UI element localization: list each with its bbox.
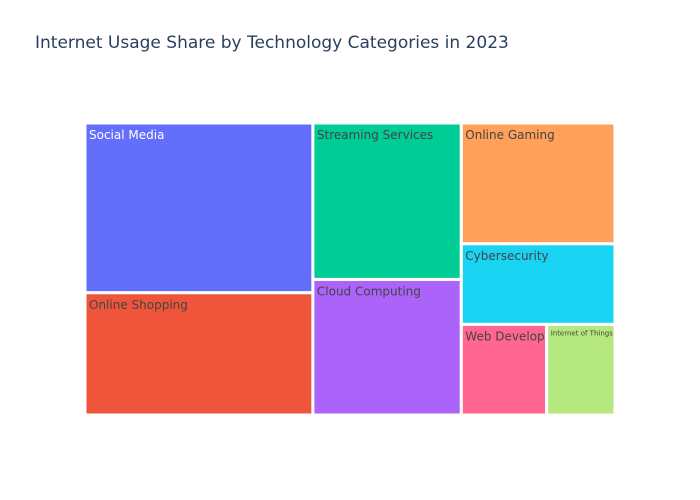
tile-label-social-media: Social Media: [89, 128, 164, 142]
tile-online-gaming[interactable]: Online Gaming: [459, 121, 617, 246]
tile-label-cloud-computing: Cloud Computing: [317, 284, 421, 298]
tile-social-media[interactable]: Social Media: [83, 121, 315, 295]
tile-rect-cybersecurity[interactable]: [459, 242, 617, 326]
tile-online-shopping[interactable]: Online Shopping: [83, 291, 315, 417]
tile-label-cybersecurity: Cybersecurity: [465, 249, 548, 263]
tile-internet-of-things[interactable]: Internet of Things: [545, 322, 617, 417]
tile-label-internet-of-things: Internet of Things: [551, 329, 614, 337]
tile-rect-social-media[interactable]: [83, 121, 315, 295]
tile-cloud-computing[interactable]: Cloud Computing: [311, 277, 463, 417]
tile-label-online-gaming: Online Gaming: [465, 128, 554, 142]
tile-rect-cloud-computing[interactable]: [311, 277, 463, 417]
tile-label-streaming-services: Streaming Services: [317, 128, 433, 142]
tile-label-online-shopping: Online Shopping: [89, 298, 188, 312]
tile-streaming-services[interactable]: Streaming Services: [311, 121, 463, 281]
tile-rect-internet-of-things[interactable]: [545, 322, 617, 417]
tile-rect-streaming-services[interactable]: [311, 121, 463, 281]
tile-cybersecurity[interactable]: Cybersecurity: [459, 242, 617, 326]
chart-title: Internet Usage Share by Technology Categ…: [35, 33, 509, 53]
